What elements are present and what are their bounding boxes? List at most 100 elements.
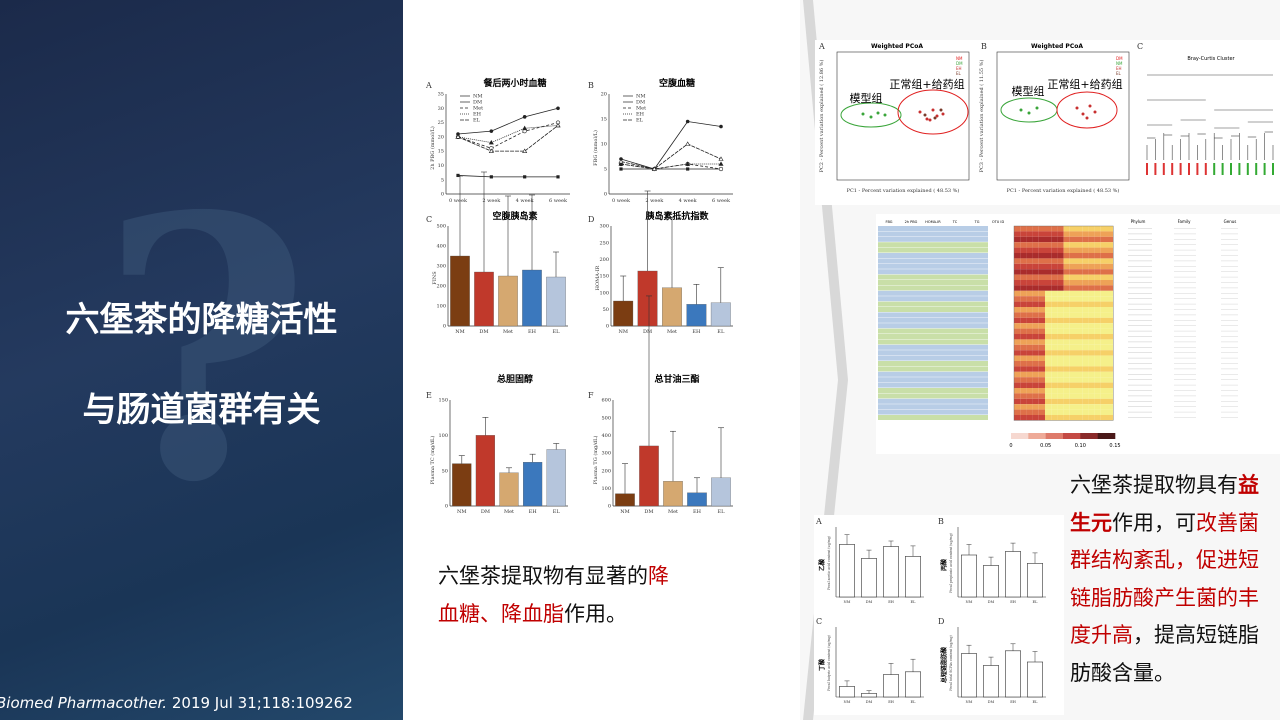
heatmap-cell bbox=[1063, 247, 1070, 253]
heatmap-cell bbox=[1026, 242, 1033, 248]
slide-title-line2: 与肠道菌群有关 bbox=[82, 390, 321, 430]
heatmap-cell bbox=[1069, 301, 1076, 307]
heatmap-cell bbox=[1032, 355, 1039, 361]
heatmap-cell bbox=[1100, 361, 1107, 367]
heatmap-cell bbox=[1045, 296, 1052, 302]
heatmap-cell bbox=[1038, 404, 1045, 410]
heatmap-cell bbox=[1076, 247, 1083, 253]
scfa-x-label: EL bbox=[911, 700, 917, 704]
scale-segment bbox=[1045, 433, 1064, 439]
scfa-bar-el bbox=[1027, 661, 1044, 698]
heatmap-cell bbox=[1051, 280, 1058, 286]
heatmap-cell bbox=[1069, 398, 1076, 405]
heatmap-cell bbox=[1057, 247, 1064, 253]
heatmap-cell bbox=[1014, 415, 1021, 421]
heatmap-cell bbox=[1057, 301, 1064, 307]
slide-title-line1: 六堡茶的降糖活性 bbox=[65, 300, 338, 340]
heatmap-cell bbox=[1045, 253, 1052, 259]
heatmap-cell bbox=[1076, 415, 1083, 421]
heatmap-cell bbox=[1107, 361, 1114, 367]
heatmap-cell bbox=[1026, 344, 1033, 351]
heatmap-cell bbox=[1038, 371, 1045, 378]
prebiotic-text-1: 六堡茶提取物具有 bbox=[1070, 473, 1238, 497]
heatmap-cell bbox=[1100, 409, 1107, 415]
heatmap-cell bbox=[1069, 226, 1076, 232]
data-point bbox=[685, 161, 691, 166]
pcoa-b-title: Weighted PCoA bbox=[1031, 43, 1083, 50]
pcoa-b-legend-eh: EH bbox=[1116, 66, 1122, 71]
heatmap-cell bbox=[1094, 236, 1101, 243]
heatmap-cell bbox=[1107, 328, 1114, 334]
bar-nm bbox=[615, 493, 635, 507]
heatmap-cell bbox=[1038, 393, 1045, 399]
y-tick-label: 100 bbox=[438, 433, 448, 439]
heatmap-cell bbox=[1038, 242, 1045, 248]
pcoa-b-legend: DM NM EH EL bbox=[1116, 56, 1123, 76]
heatmap-cell bbox=[1020, 296, 1027, 302]
heatmap-cell bbox=[1051, 328, 1058, 334]
heatmap-cell bbox=[1014, 344, 1021, 351]
x-tick-label: 6 week bbox=[549, 198, 568, 204]
heatmap-cell bbox=[1100, 334, 1107, 340]
pcoa-b-group-normal: 正常组+给药组 bbox=[1047, 77, 1122, 91]
legend-label-met: Met bbox=[636, 106, 646, 112]
heatmap-cell bbox=[1082, 242, 1089, 248]
legend-label-nm: NM bbox=[473, 94, 483, 100]
heatmap-cell bbox=[1020, 355, 1027, 361]
y-tick-label: 300 bbox=[436, 264, 446, 270]
heatmap-cell bbox=[1100, 339, 1107, 345]
scfa-bar-eh bbox=[1005, 650, 1022, 698]
x-tick-label: NM bbox=[620, 509, 630, 515]
heatmap-cell bbox=[1045, 226, 1052, 232]
heatmap-cell bbox=[1038, 290, 1045, 297]
heatmap-cell bbox=[1057, 290, 1064, 297]
pcoa-a-title: Weighted PCoA bbox=[871, 43, 923, 50]
heatmap-left-row bbox=[878, 296, 988, 302]
conclusion-highlight-2: 血糖、降血脂 bbox=[438, 602, 564, 626]
heatmap-cell bbox=[1051, 366, 1058, 372]
heatmap-cell bbox=[1082, 328, 1089, 334]
panel-d-letter: D bbox=[588, 215, 594, 224]
heatmap-cell bbox=[1045, 317, 1052, 324]
panel-c-bar-chart: C 空腹胰岛素 FINS 0 100 200 300 400 500 NM DM Met EH EL bbox=[426, 171, 568, 335]
tree-leaf-label bbox=[1246, 163, 1249, 175]
heatmap-cell bbox=[1026, 371, 1033, 378]
heatmap-cell bbox=[1032, 247, 1039, 253]
heatmap-cell bbox=[1088, 285, 1095, 291]
heatmap-cell bbox=[1107, 393, 1114, 399]
heatmap-cell bbox=[1038, 339, 1045, 345]
heatmap-cell bbox=[1094, 328, 1101, 334]
series-line-met bbox=[457, 122, 559, 149]
scfa-ylabel: Fecal total SCFAs content (ug/mg) bbox=[949, 635, 953, 691]
data-point bbox=[456, 173, 460, 178]
heatmap-cell bbox=[1014, 296, 1021, 302]
heatmap-cell bbox=[1051, 334, 1058, 340]
heatmap-cell bbox=[1088, 258, 1095, 264]
heatmap-right-header-2: Genus bbox=[1224, 219, 1237, 224]
heatmap-cell bbox=[1014, 263, 1021, 270]
heatmap-cell bbox=[1082, 253, 1089, 259]
y-tick-label: 5 bbox=[604, 167, 607, 173]
heatmap-cell bbox=[1082, 382, 1089, 388]
heatmap-cell bbox=[1088, 377, 1095, 383]
citation-journal: Biomed Pharmacother. bbox=[0, 694, 168, 712]
heatmap-cell bbox=[1076, 409, 1083, 415]
heatmap-cell bbox=[1026, 236, 1033, 243]
scfa-bar-eh bbox=[1005, 551, 1022, 598]
pcoa-a-legend-dm: DM bbox=[956, 61, 963, 66]
heatmap-cell bbox=[1069, 253, 1076, 259]
heatmap-cell bbox=[1076, 393, 1083, 399]
heatmap-cell bbox=[1063, 361, 1070, 367]
heatmap-cell bbox=[1082, 393, 1089, 399]
x-tick-label: 6 week bbox=[712, 198, 731, 204]
heatmap-cell bbox=[1100, 247, 1107, 253]
heatmap-cell bbox=[1088, 253, 1095, 259]
heatmap-cell bbox=[1038, 296, 1045, 302]
heatmap-cell bbox=[1026, 296, 1033, 302]
heatmap-cell bbox=[1082, 355, 1089, 361]
heatmap-left-row bbox=[878, 226, 988, 231]
prebiotic-text-4: 肪酸含量。 bbox=[1070, 660, 1175, 685]
heatmap-cell bbox=[1107, 339, 1114, 345]
heatmap-cell bbox=[1069, 366, 1076, 372]
heatmap-cell bbox=[1051, 393, 1058, 399]
